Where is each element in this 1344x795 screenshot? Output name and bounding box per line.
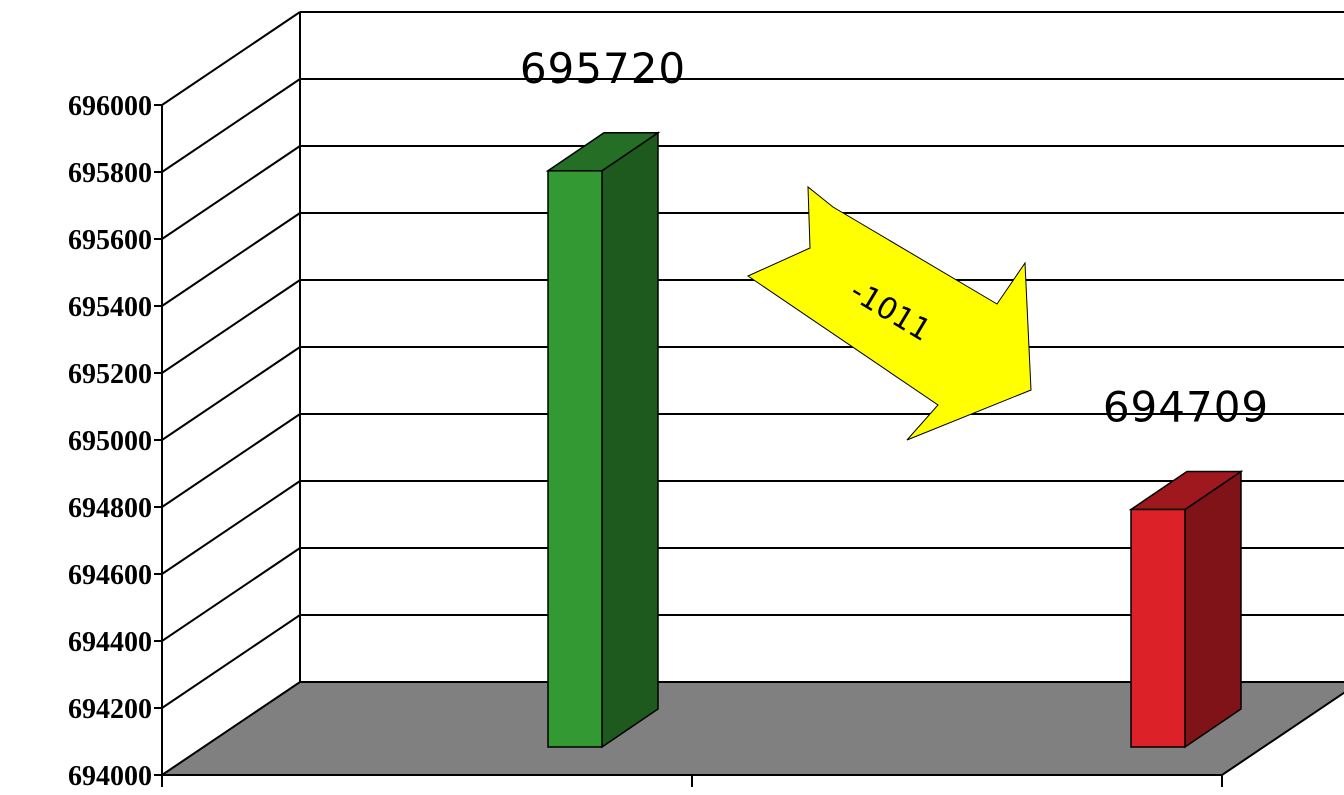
side-wall-gridline (161, 614, 301, 709)
gridlines (161, 11, 1344, 709)
y-tick-label: 694000 (68, 761, 152, 792)
side-wall-gridline (161, 547, 301, 642)
side-wall-gridline (161, 480, 301, 575)
bar-side-face (601, 131, 659, 749)
bar-side-face (1184, 470, 1242, 749)
bars: 695720 694709 (520, 44, 1269, 749)
y-tick-label: 694400 (68, 627, 152, 658)
bar-front-face (547, 170, 603, 748)
bar-data-label: 695720 (520, 44, 686, 93)
y-tick-label: 696000 (68, 91, 152, 122)
bar-front-face (1130, 508, 1186, 748)
side-wall-gridline (161, 413, 301, 508)
y-tick-label: 694600 (68, 560, 152, 591)
side-wall-gridline (161, 11, 301, 106)
y-tick-label: 695200 (68, 359, 152, 390)
arrow-shape (746, 185, 1032, 441)
y-tick-label: 695600 (68, 225, 152, 256)
y-axis: 694000 694200 694400 694600 694800 695000 6952… (68, 91, 1223, 792)
bar-data-label: 694709 (1103, 382, 1269, 431)
side-wall-gridline (161, 212, 301, 307)
side-wall-gridline (161, 78, 301, 173)
bar-1 (545, 131, 661, 749)
y-tick-label: 695000 (68, 426, 152, 457)
y-tick-label: 694200 (68, 694, 152, 725)
y-tick-label: 694800 (68, 493, 152, 524)
bar-2 (1128, 470, 1244, 749)
side-wall-gridline (161, 346, 301, 441)
y-tick-label: 695400 (68, 292, 152, 323)
side-wall-gridline (161, 279, 301, 374)
change-annotation: -1011 (746, 185, 1032, 441)
side-wall-gridline (161, 145, 301, 240)
y-tick-label: 695800 (68, 158, 152, 189)
